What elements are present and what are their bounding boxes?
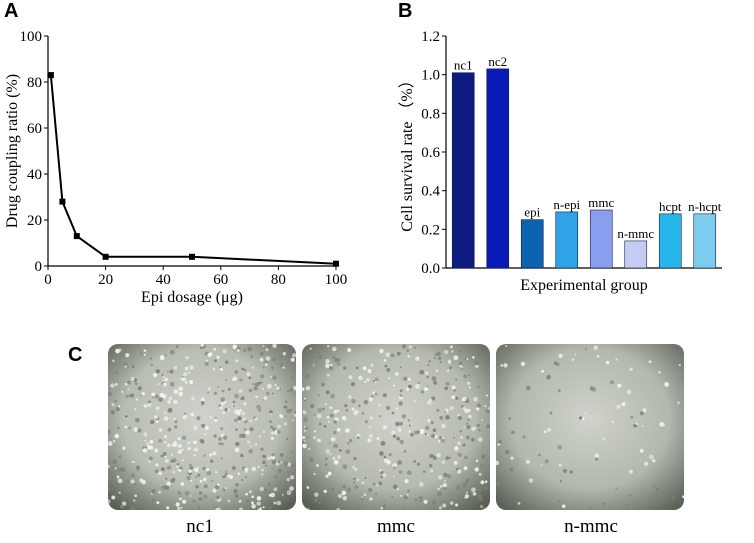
y-axis-title: Cell survival rate （%） (398, 72, 416, 232)
bar-label-n-mmc: n-mmc (617, 226, 654, 241)
y-tick-label: 1.0 (421, 68, 440, 84)
bar-epi (520, 219, 544, 269)
panel-letter-a: A (4, 0, 19, 22)
y-tick-label: 0.4 (421, 184, 440, 200)
bar-n-hcpt (693, 213, 717, 269)
x-tick-label: 80 (271, 272, 286, 288)
bar-n-mmc (624, 240, 648, 269)
micrograph-mmc-cells (302, 344, 490, 510)
series-line (49, 75, 337, 265)
data-point (333, 260, 339, 267)
panel-letter-c: C (68, 344, 83, 366)
data-point (189, 253, 195, 260)
micrograph-mmc (302, 344, 490, 510)
y-tick-label: 0 (35, 259, 43, 275)
panel-letter-b: B (398, 0, 413, 22)
data-point (47, 72, 54, 79)
bar-nc2 (486, 68, 510, 269)
bar-chart-survival-rate: 0.0 0.2 0.4 0.6 0.8 1.0 1.2 nc1 nc2 epi n-epi mmc n-… (398, 29, 722, 294)
bar-mmc (589, 209, 613, 269)
y-tick-label: 0.0 (421, 261, 440, 277)
caption-nc1: nc1 (186, 516, 214, 537)
bar-label-nc1: nc1 (454, 58, 473, 73)
x-tick-label: 40 (156, 272, 171, 288)
chart-area: 0 20 40 60 80 100 0 20 40 60 80 100 Epi dosage (μg) D… (4, 29, 722, 306)
micrograph-n-mmc-cells (496, 344, 684, 510)
bar-label-epi: epi (524, 205, 540, 220)
cell-cluster (108, 344, 296, 510)
micrograph-nc1-cells (108, 344, 296, 510)
x-tick-label: 20 (98, 272, 113, 288)
data-point (59, 198, 66, 205)
y-tick-label: 40 (27, 167, 42, 183)
y-tick-label: 0.2 (421, 222, 440, 238)
bar-label-nc2: nc2 (488, 54, 507, 69)
y-tick-label: 1.2 (421, 29, 440, 45)
data-point (73, 233, 80, 240)
x-tick-label: 60 (213, 272, 228, 288)
y-tick-label: 0.8 (421, 106, 440, 122)
x-tick-label: 0 (44, 272, 52, 288)
cell-cluster (302, 344, 490, 510)
micrograph-background (302, 344, 490, 510)
bar-hcpt (658, 213, 682, 269)
bar-label-n-epi: n-epi (553, 197, 580, 212)
bar-label-hcpt: hcpt (659, 199, 682, 214)
bar-n-epi (555, 211, 579, 269)
y-tick-label: 60 (27, 121, 42, 137)
micrograph-background (496, 344, 684, 510)
bar-label-n-hcpt: n-hcpt (688, 199, 722, 214)
micrograph-n-mmc (496, 344, 684, 510)
x-tick-label: 100 (325, 272, 348, 288)
x-axis-title: Experimental group (520, 277, 648, 294)
y-axis-title: Drug coupling ratio (%) (4, 74, 21, 228)
line-chart-coupling-ratio: 0 20 40 60 80 100 0 20 40 60 80 100 Epi dosage (μg) D… (4, 29, 347, 306)
y-tick-label: 20 (27, 213, 42, 229)
y-tick-label: 0.6 (421, 145, 440, 161)
caption-n-mmc: n-mmc (564, 516, 618, 537)
y-tick-label: 80 (27, 75, 42, 91)
bar-nc1 (451, 72, 475, 269)
cell-cluster (496, 344, 684, 510)
caption-mmc: mmc (377, 516, 415, 537)
bar-label-mmc: mmc (588, 195, 614, 210)
data-point (102, 253, 109, 260)
micrograph-nc1 (108, 344, 296, 510)
y-tick-label: 100 (20, 29, 43, 45)
x-axis-title: Epi dosage (μg) (141, 289, 243, 306)
